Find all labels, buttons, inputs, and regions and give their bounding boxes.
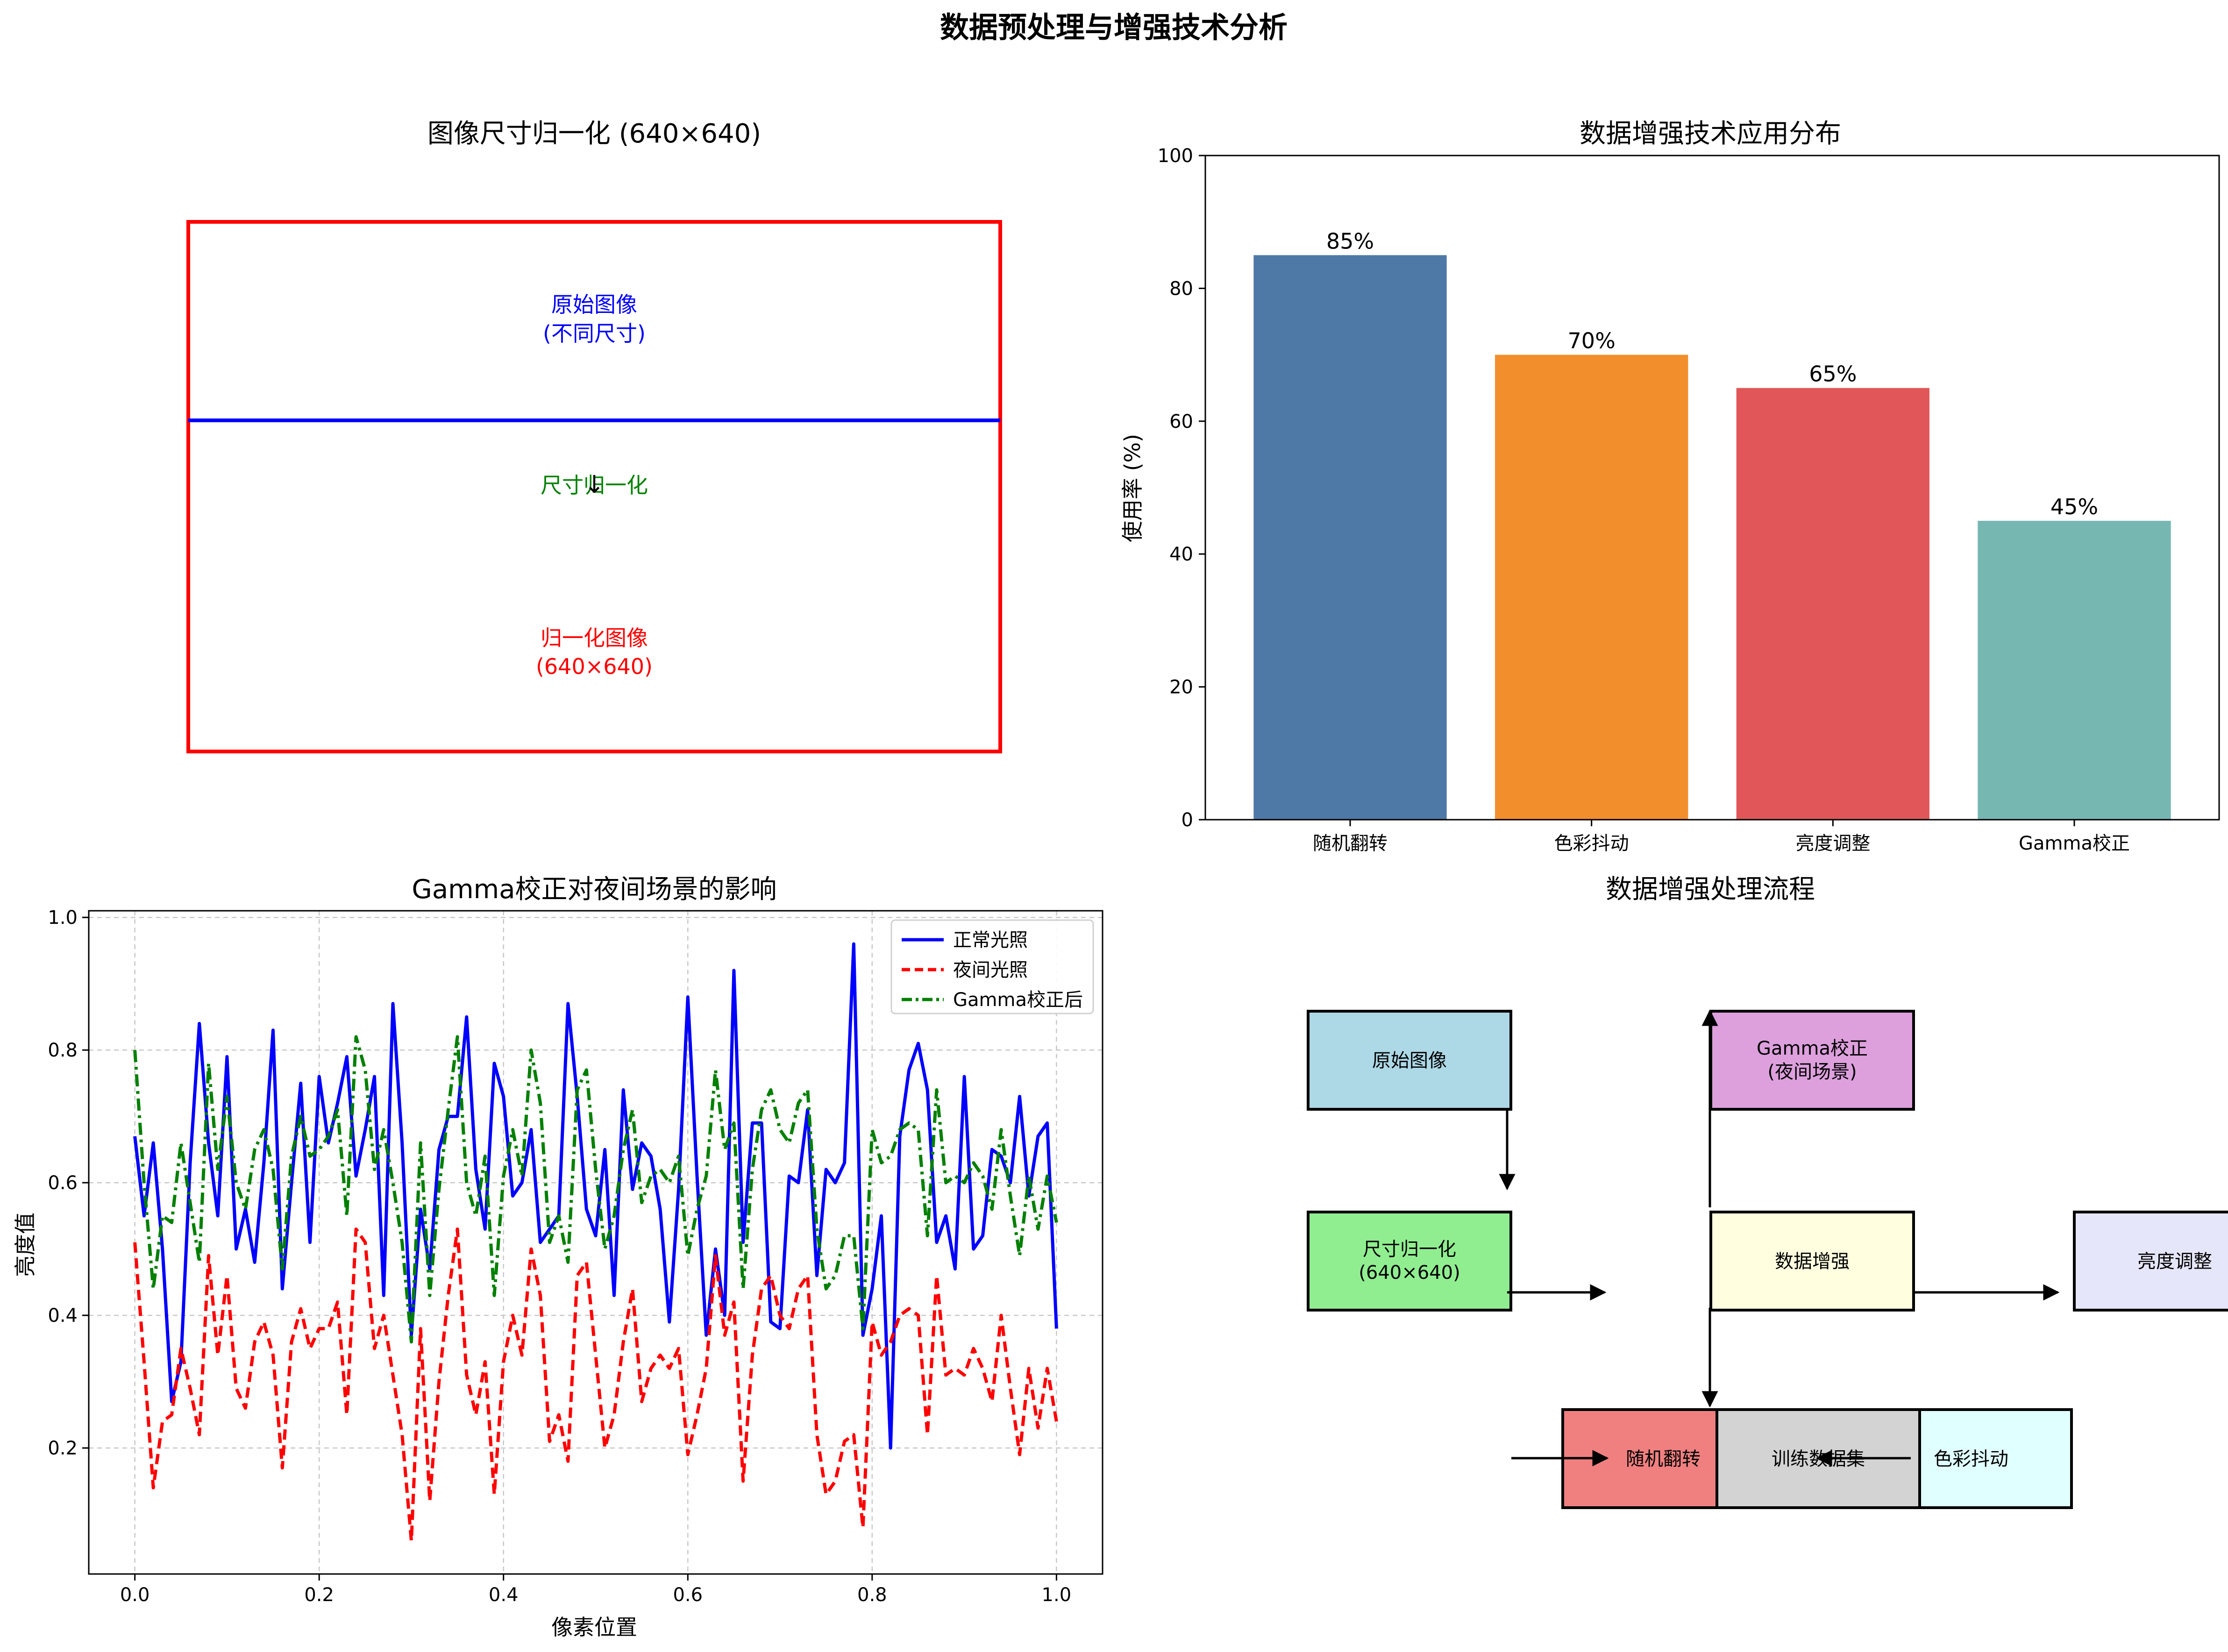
flow-box-label: Gamma校正 [1757,1038,1868,1059]
line-xtick-label: 0.2 [304,1584,334,1606]
flow-box-label: 原始图像 [1372,1050,1447,1071]
flow-box-resize [1307,1211,1512,1312]
normalized-image-sublabel: (640×640) [536,654,653,679]
bar-category-label: 色彩抖动 [1554,833,1629,854]
bar-category-label: Gamma校正 [2019,833,2130,854]
bar-ytick-label: 100 [1158,145,1193,167]
line-xtick-label: 0.6 [673,1584,703,1606]
line-ytick-label: 1.0 [48,907,78,929]
down-arrow-icon: ↓ [584,471,605,499]
original-image-label: 原始图像 [551,292,637,317]
line-chart-xlabel: 像素位置 [551,1615,637,1640]
flow-box-label: 随机翻转 [1626,1448,1701,1470]
line-xtick-label: 0.8 [857,1584,887,1606]
bar-ytick-label: 60 [1169,411,1193,432]
line-chart-title: Gamma校正对夜间场景的影响 [412,874,776,905]
bar [1253,255,1447,820]
line-chart-ylabel: 亮度值 [13,1212,38,1277]
bar-ytick-label: 0 [1182,809,1193,831]
bar-ytick-label: 80 [1169,278,1193,299]
bar [1978,521,2171,820]
bar-ytick-label: 40 [1169,544,1193,565]
resize-panel-title: 图像尺寸归一化 (640×640) [427,119,761,149]
bar [1495,355,1688,820]
legend-entry-label: 夜间光照 [953,959,1028,981]
flow-diagram-title: 数据增强处理流程 [1606,874,1815,905]
legend-entry-label: Gamma校正后 [953,989,1083,1011]
line-series-1 [133,942,1058,1450]
line-ytick-label: 0.8 [48,1040,78,1061]
line-xtick-label: 0.4 [489,1584,519,1606]
flow-box-sublabel: (640×640) [1359,1262,1460,1283]
flow-box-label: 亮度调整 [2137,1251,2212,1272]
flow-box-label: 尺寸归一化 [1363,1239,1456,1260]
line-chart-frame [88,910,1103,1575]
line-ytick-label: 0.2 [48,1438,78,1459]
normalized-image-label: 归一化图像 [541,625,648,651]
line-chart-panel: Gamma校正对夜间场景的影响 像素位置 亮度值 0.0 0.2 0.4 0.6 0.8… [13,874,1103,1640]
bar-value-label: 65% [1809,362,1857,387]
original-image-sublabel: (不同尺寸) [543,321,646,346]
flow-box-label: 色彩抖动 [1934,1448,2008,1470]
bar-category-label: 亮度调整 [1795,833,1870,854]
flow-arrows [1499,1009,2060,1467]
bar-value-label: 45% [2050,494,2098,519]
bar-category-label: 随机翻转 [1313,833,1388,854]
resize-outer-box [186,220,1002,753]
flow-box-sublabel: (夜间场景) [1767,1061,1857,1083]
line-series-3 [133,1035,1058,1344]
bar-chart-ylabel: 使用率 (%) [1120,434,1145,542]
bar-ytick-label: 20 [1169,677,1193,698]
bar-chart-panel: 数据增强技术应用分布 使用率 (%) 0 20 40 60 80 100 85% 随机翻转 7… [1120,119,2220,854]
bar-value-label: 70% [1568,328,1616,354]
line-xtick-label: 0.0 [120,1584,150,1606]
line-xtick-label: 1.0 [1042,1584,1072,1606]
flow-box-jitter [1918,1408,2073,1509]
bar [1736,388,1929,820]
flow-box-augment [1709,1211,1915,1312]
bar-value-label: 85% [1326,228,1374,254]
resize-panel: 图像尺寸归一化 (640×640) 原始图像 (不同尺寸) 尺寸归一化 ↓ 归一… [186,119,1002,753]
legend-entry-label: 正常光照 [953,929,1028,951]
resize-middle-label: 尺寸归一化 [541,473,648,498]
line-ytick-label: 0.4 [48,1305,78,1326]
flow-box-gamma [1709,1010,1915,1111]
bar-chart-frame [1204,155,2220,821]
legend-box [890,919,1094,1014]
line-series-2 [133,1227,1058,1543]
figure-title: 数据预处理与增强技术分析 [940,10,1288,44]
flow-box-label: 数据增强 [1775,1251,1850,1272]
bar-chart-title: 数据增强技术应用分布 [1580,119,1841,149]
flow-box-original [1307,1010,1512,1111]
flow-box-brightness [2073,1211,2228,1312]
line-ytick-label: 0.6 [48,1172,78,1194]
